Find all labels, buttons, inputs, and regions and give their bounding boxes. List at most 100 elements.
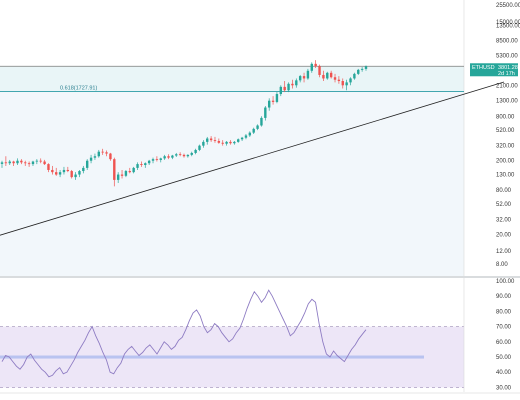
candle-body — [213, 140, 217, 141]
candle-body — [209, 138, 213, 141]
candle-body — [105, 152, 108, 154]
price-tick-label: 12.00 — [496, 249, 512, 255]
price-tick-label: 8.00 — [496, 262, 508, 268]
candle-body — [206, 138, 209, 142]
candle-body — [31, 161, 35, 165]
candle-body — [252, 128, 255, 133]
symbol-tag: ETHUSD — [472, 65, 495, 71]
candle-body — [256, 125, 259, 129]
candle-body — [78, 171, 81, 175]
candle-body — [85, 160, 89, 168]
candle-body — [55, 172, 58, 175]
rsi-tick-label: 100.00 — [496, 279, 515, 285]
candle-body — [58, 172, 62, 175]
price-tick-label: 320.00 — [496, 144, 515, 150]
candle-body — [16, 160, 19, 164]
candle-body — [159, 158, 162, 160]
candles — [0, 60, 368, 187]
candle-body — [74, 174, 77, 178]
candle-body — [264, 107, 267, 118]
candle-body — [171, 155, 174, 158]
candle-body — [62, 169, 66, 173]
price-tick-label: 8500.00 — [496, 38, 518, 44]
candle-body — [333, 77, 337, 80]
rsi-tick-label: 90.00 — [496, 294, 512, 300]
candle-body — [163, 156, 166, 159]
candle-body — [240, 137, 244, 140]
candle-body — [132, 167, 135, 173]
candle-body — [267, 100, 271, 108]
price-tick-label: 5300.00 — [496, 54, 518, 60]
candle-body — [51, 169, 54, 173]
candle-body — [8, 161, 11, 164]
candle-body — [357, 69, 360, 74]
candle-body — [47, 164, 50, 170]
price-tick-label: 200.00 — [496, 159, 515, 165]
price-tick-label: 15000.00 — [496, 20, 520, 26]
candle-body — [283, 86, 286, 91]
price-tick-label: 130.00 — [496, 173, 515, 179]
candle-body — [221, 142, 224, 144]
time-tag: 2d 17h — [498, 71, 515, 77]
rsi-tick-label: 40.00 — [496, 370, 512, 376]
candle-body — [360, 68, 364, 70]
candle-body — [0, 162, 4, 164]
rsi-mid-band — [0, 355, 424, 359]
candle-body — [287, 83, 290, 91]
price-tick-label: 25500.00 — [496, 3, 520, 9]
candle-body — [144, 163, 147, 166]
candle-body — [39, 160, 42, 162]
price-tick-label: 2100.00 — [496, 83, 518, 89]
candle-body — [260, 117, 263, 126]
candle-body — [136, 164, 139, 168]
rsi-tick-label: 70.00 — [496, 325, 512, 331]
candle-body — [12, 161, 15, 164]
candle-body — [229, 141, 232, 144]
candle-body — [318, 66, 321, 75]
candle-body — [310, 63, 313, 71]
candle-body — [43, 161, 46, 165]
candle-body — [66, 169, 70, 172]
rsi-line — [1, 289, 367, 378]
candle-body — [326, 72, 329, 79]
candle-body — [349, 78, 352, 83]
candle-body — [147, 160, 151, 164]
candle-body — [279, 86, 283, 95]
candle-body — [298, 76, 302, 81]
candle-body — [302, 76, 306, 79]
candle-body — [97, 151, 101, 157]
candle-body — [237, 139, 240, 142]
candle-body — [194, 149, 197, 153]
candle-body — [202, 141, 205, 146]
fib-label: 0.618(1727.91) — [60, 86, 97, 92]
candle-body — [35, 160, 39, 162]
candle-body — [329, 72, 333, 78]
candle-body — [190, 152, 193, 155]
candle-body — [120, 174, 124, 176]
below-fib-zone — [0, 91, 464, 277]
candle-body — [198, 145, 201, 150]
price-tick-label: 32.00 — [496, 218, 512, 224]
candle-body — [27, 163, 31, 165]
price-tag-bg — [470, 63, 518, 77]
candle-body — [306, 70, 310, 79]
rsi-tick-label: 80.00 — [496, 309, 512, 315]
candle-body — [116, 174, 120, 180]
trendline — [0, 81, 505, 236]
candle-body — [128, 171, 131, 173]
rsi-tick-label: 60.00 — [496, 340, 512, 346]
candle-body — [217, 140, 221, 143]
price-tick-label: 1300.00 — [496, 99, 518, 105]
rsi-axis: 100.00 90.00 80.00 70.00 60.00 50.00 40.00 30.0… — [463, 278, 515, 392]
candle-body — [186, 154, 190, 157]
price-tick-label: 20.00 — [496, 233, 512, 239]
price-tick-label: 52.00 — [496, 202, 512, 208]
candle-body — [70, 171, 73, 178]
candle-body — [233, 141, 236, 144]
time-axis-strip — [0, 393, 520, 400]
price-tick-label: 13500.00 — [496, 24, 520, 30]
price-tag-value: 3801.28 — [498, 65, 518, 71]
